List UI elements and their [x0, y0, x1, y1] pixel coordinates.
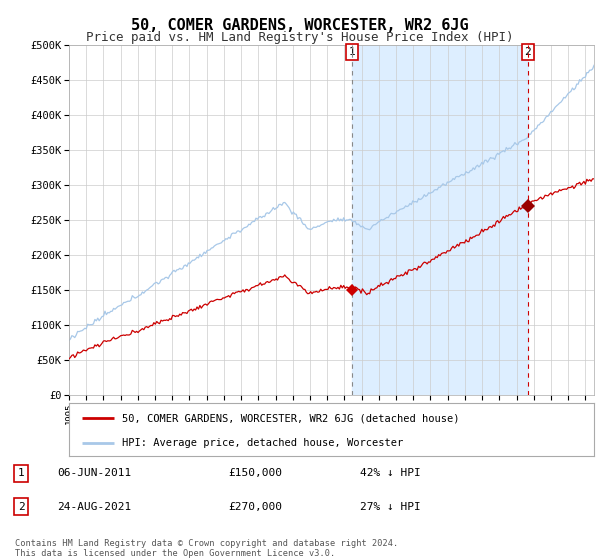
Text: 50, COMER GARDENS, WORCESTER, WR2 6JG (detached house): 50, COMER GARDENS, WORCESTER, WR2 6JG (d… — [121, 413, 459, 423]
Text: £150,000: £150,000 — [228, 468, 282, 478]
Text: £270,000: £270,000 — [228, 502, 282, 512]
Text: 27% ↓ HPI: 27% ↓ HPI — [360, 502, 421, 512]
Text: 06-JUN-2011: 06-JUN-2011 — [57, 468, 131, 478]
Text: 1: 1 — [17, 468, 25, 478]
Text: 42% ↓ HPI: 42% ↓ HPI — [360, 468, 421, 478]
Text: 24-AUG-2021: 24-AUG-2021 — [57, 502, 131, 512]
Text: 50, COMER GARDENS, WORCESTER, WR2 6JG: 50, COMER GARDENS, WORCESTER, WR2 6JG — [131, 18, 469, 33]
Text: 2: 2 — [524, 47, 531, 57]
Text: Price paid vs. HM Land Registry's House Price Index (HPI): Price paid vs. HM Land Registry's House … — [86, 31, 514, 44]
Text: 2: 2 — [17, 502, 25, 512]
Text: Contains HM Land Registry data © Crown copyright and database right 2024.
This d: Contains HM Land Registry data © Crown c… — [15, 539, 398, 558]
Text: HPI: Average price, detached house, Worcester: HPI: Average price, detached house, Worc… — [121, 438, 403, 448]
Text: 1: 1 — [349, 47, 355, 57]
Bar — [352, 45, 528, 395]
